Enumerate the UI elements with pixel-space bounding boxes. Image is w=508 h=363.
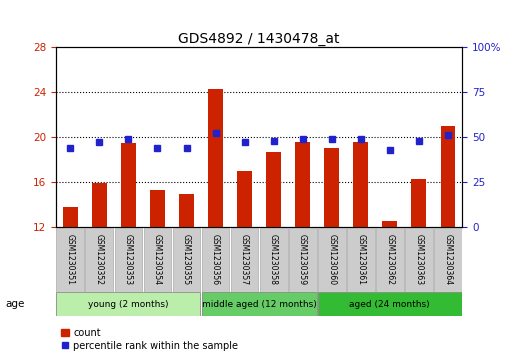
- Bar: [347, 228, 374, 291]
- Text: aged (24 months): aged (24 months): [350, 299, 430, 309]
- Bar: [260, 228, 288, 291]
- Text: GSM1230361: GSM1230361: [356, 234, 365, 285]
- Bar: [114, 228, 142, 291]
- Bar: [405, 228, 433, 291]
- Title: GDS4892 / 1430478_at: GDS4892 / 1430478_at: [178, 32, 340, 46]
- Text: GSM1230362: GSM1230362: [385, 234, 394, 285]
- Bar: [56, 292, 201, 316]
- Bar: [266, 152, 281, 227]
- Bar: [208, 89, 223, 227]
- Bar: [144, 228, 171, 291]
- Text: age: age: [5, 299, 24, 309]
- Text: GSM1230353: GSM1230353: [124, 234, 133, 285]
- Bar: [295, 142, 310, 227]
- Bar: [354, 142, 368, 227]
- Text: GSM1230364: GSM1230364: [443, 234, 452, 285]
- Text: young (2 months): young (2 months): [88, 299, 169, 309]
- Text: GSM1230354: GSM1230354: [153, 234, 162, 285]
- Legend: count, percentile rank within the sample: count, percentile rank within the sample: [61, 328, 238, 351]
- Bar: [202, 292, 316, 316]
- Bar: [179, 194, 194, 227]
- Bar: [56, 228, 84, 291]
- Bar: [202, 228, 230, 291]
- Text: GSM1230351: GSM1230351: [66, 234, 75, 285]
- Bar: [92, 183, 107, 227]
- Text: GSM1230360: GSM1230360: [327, 234, 336, 285]
- Bar: [325, 148, 339, 227]
- Bar: [85, 228, 113, 291]
- Bar: [383, 221, 397, 227]
- Bar: [434, 228, 462, 291]
- Text: GSM1230359: GSM1230359: [298, 234, 307, 285]
- Text: GSM1230355: GSM1230355: [182, 234, 191, 285]
- Bar: [150, 190, 165, 227]
- Bar: [237, 171, 252, 227]
- Bar: [231, 228, 259, 291]
- Bar: [318, 228, 345, 291]
- Bar: [318, 292, 462, 316]
- Bar: [376, 228, 404, 291]
- Text: GSM1230358: GSM1230358: [269, 234, 278, 285]
- Bar: [289, 228, 316, 291]
- Bar: [63, 207, 78, 227]
- Text: middle aged (12 months): middle aged (12 months): [202, 299, 316, 309]
- Text: GSM1230363: GSM1230363: [414, 234, 423, 285]
- Bar: [411, 179, 426, 227]
- Text: GSM1230352: GSM1230352: [95, 234, 104, 285]
- Bar: [440, 126, 455, 227]
- Bar: [173, 228, 201, 291]
- Bar: [121, 143, 136, 227]
- Text: GSM1230356: GSM1230356: [211, 234, 220, 285]
- Text: GSM1230357: GSM1230357: [240, 234, 249, 285]
